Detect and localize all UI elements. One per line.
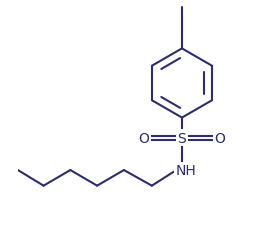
Text: NH: NH [176,163,196,177]
Text: S: S [178,131,186,145]
Text: O: O [139,131,149,145]
Text: O: O [214,131,225,145]
